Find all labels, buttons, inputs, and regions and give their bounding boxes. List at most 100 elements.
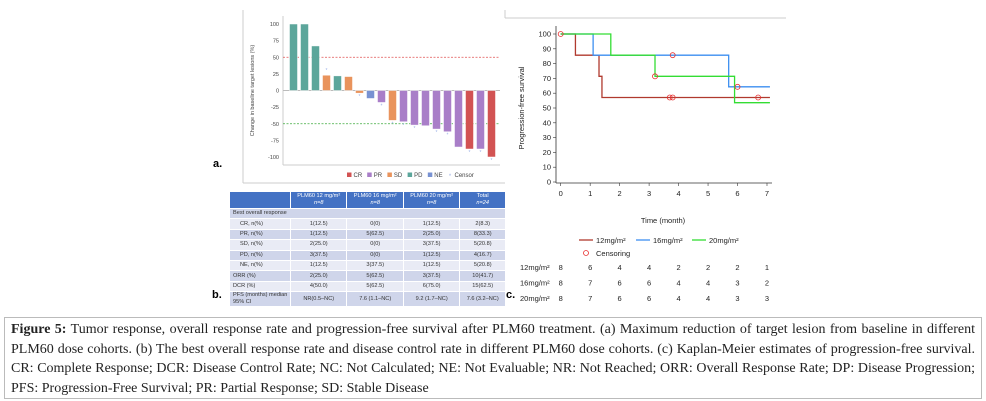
y-tick-label: 50 <box>273 55 279 61</box>
at-risk-label: 16mg/m² <box>520 279 550 288</box>
censor-marker <box>734 83 741 90</box>
y-tick-label: 20 <box>543 148 551 157</box>
x-tick-label: 4 <box>676 189 680 198</box>
legend-swatch-cr <box>347 172 352 177</box>
panel-label-c: c. <box>506 289 515 301</box>
section-label: Best overall response <box>230 207 506 219</box>
censor-marker <box>652 73 658 80</box>
y-tick-label: 10 <box>543 163 551 172</box>
x-tick-label: 0 <box>559 189 563 198</box>
at-risk-count: 4 <box>676 294 680 303</box>
legend-label: PR <box>374 173 383 179</box>
at-risk-count: 7 <box>588 294 592 303</box>
table-cell: 5(20.8) <box>459 239 506 251</box>
table-cell: 8(33.3) <box>459 228 506 240</box>
legend-label: 20mg/m² <box>709 236 739 245</box>
table-cell: NR(0.5–NC) <box>290 291 348 307</box>
table-cell: 1(12.5) <box>403 249 461 261</box>
table-header-12mg: PLM60 12 mg/m² n=8 <box>290 192 348 209</box>
bar-pr <box>476 90 485 150</box>
at-risk-count: 2 <box>765 279 769 288</box>
km-curve-20mgm <box>560 33 770 104</box>
table-row: NE, n(%) 1(12.5) 3(37.5) 1(12.5) 5(20.8) <box>230 259 506 271</box>
table-cell: 2(25.0) <box>290 270 348 282</box>
table-cell: 2(8.3) <box>459 218 506 230</box>
table-cell: 4(16.7) <box>459 249 506 261</box>
table-header-16mg: PLM60 16 mg/m² n=8 <box>346 192 404 209</box>
table-row: DCR (%) 4(50.0) 5(62.5) 6(75.0) 15(62.5) <box>230 280 506 292</box>
legend-swatch-ne <box>427 172 433 177</box>
y-tick-label: 100 <box>538 30 551 39</box>
header-text: PLM60 20 mg/m² <box>410 193 454 199</box>
x-tick-label: 5 <box>706 189 710 198</box>
y-tick-label: 80 <box>543 59 551 68</box>
kaplan-meier-chart: 0 10 20 30 40 50 60 70 80 90 100 0 1 2 3 4 5 6 7 Progressio… <box>517 26 772 303</box>
y-tick-label: -50 <box>271 122 279 128</box>
row-label: PFS (months) median 95% CI <box>230 291 291 307</box>
km-curve-16mgm <box>560 33 770 88</box>
bar-pr <box>399 90 408 123</box>
at-risk-count: 8 <box>559 279 563 288</box>
y-tick-label: 25 <box>273 72 279 78</box>
y-tick-label: 0 <box>547 178 551 187</box>
censor-marker: * <box>381 103 383 109</box>
at-risk-count: 6 <box>618 279 622 288</box>
table-cell: 1(12.5) <box>290 228 348 240</box>
legend-label: PD <box>414 173 423 179</box>
bar-pd <box>333 75 342 91</box>
legend-label: Censor <box>455 173 474 179</box>
at-risk-count: 2 <box>706 263 710 272</box>
row-label: SD, n(%) <box>230 239 291 251</box>
x-tick-label: 7 <box>765 189 769 198</box>
table-cell: 4(50.0) <box>290 280 348 292</box>
y-axis-label: Progression-free survival <box>517 66 526 149</box>
bar-pr <box>377 90 386 103</box>
legend-swatch-pd <box>407 172 413 177</box>
bar-sd <box>355 90 364 94</box>
response-table: PLM60 12 mg/m² n=8 PLM60 16 mg/m² n=8 PLM6… <box>230 192 506 307</box>
at-risk-label: 12mg/m² <box>520 263 550 272</box>
table-header-20mg: PLM60 20 mg/m² n=8 <box>403 192 461 209</box>
row-label: ORR (%) <box>230 270 291 282</box>
legend-label: 16mg/m² <box>653 236 683 245</box>
censor-marker <box>669 52 676 59</box>
censor-marker: * <box>447 133 449 139</box>
legend-label: Censoring <box>596 249 630 258</box>
table-cell: 3(37.5) <box>346 259 404 271</box>
legend-swatch-sd <box>387 172 392 177</box>
y-tick-label: 70 <box>543 74 551 83</box>
table-cell: 0(0) <box>346 249 404 261</box>
header-n: n=24 <box>476 200 489 206</box>
at-risk-count: 4 <box>706 294 710 303</box>
header-n: n=8 <box>313 200 324 206</box>
table-row: PD, n(%) 3(37.5) 0(0) 1(12.5) 4(16.7) <box>230 249 506 261</box>
header-n: n=8 <box>370 200 380 206</box>
at-risk-count: 6 <box>647 294 651 303</box>
censor-marker: * <box>326 68 328 74</box>
bar-pd <box>311 45 320 91</box>
table-cell: 2(25.0) <box>290 239 348 251</box>
table-row: SD, n(%) 2(25.0) 0(0) 3(37.5) 5(20.8) <box>230 239 506 251</box>
x-tick-label: 3 <box>647 189 651 198</box>
legend-censor-icon <box>583 250 589 256</box>
bar-cr <box>487 90 496 158</box>
table-cell: 9.2 (1.7–NC) <box>403 291 461 307</box>
km-curve-12mgm <box>560 33 770 99</box>
y-tick-label: 75 <box>273 39 279 45</box>
bar-sd <box>322 74 331 91</box>
at-risk-count: 7 <box>588 279 592 288</box>
table-cell: 7.6 (3.2–NC) <box>459 291 506 307</box>
censor-marker: * <box>491 158 493 164</box>
bar-pd <box>300 23 309 91</box>
row-label: PR, n(%) <box>230 228 291 240</box>
at-risk-count: 6 <box>588 263 592 272</box>
table-cell: 7.6 (1.1–NC) <box>346 291 404 307</box>
legend-label: NE <box>434 173 442 179</box>
table-cell: 10(41.7) <box>459 270 506 282</box>
at-risk-count: 1 <box>765 263 769 272</box>
x-tick-label: 6 <box>735 189 739 198</box>
y-tick-label: 50 <box>543 104 551 113</box>
table-cell: 2(25.0) <box>403 228 461 240</box>
panel-label-b: b. <box>212 289 222 301</box>
censor-marker: * <box>392 121 394 127</box>
